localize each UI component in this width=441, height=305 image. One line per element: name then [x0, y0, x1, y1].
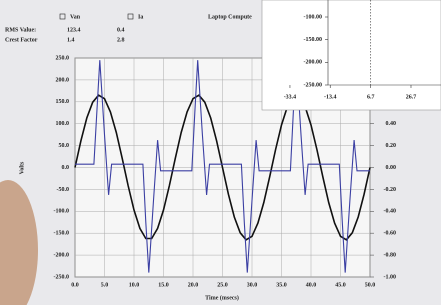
y-tick-label: -150.0 — [54, 231, 70, 237]
y2-tick-label: -0.80 — [384, 252, 397, 258]
chart-title: Laptop Compute — [208, 14, 252, 20]
inset-y-tick-label: -200.00 — [304, 60, 323, 66]
stat-value: 123.4 — [67, 27, 81, 33]
y-tick-label: 250.0 — [56, 55, 70, 61]
inset-x-tick-label: -33.4 — [284, 94, 297, 100]
x-tick-label: 15.0 — [158, 282, 169, 288]
x-tick-label: 10.0 — [129, 282, 140, 288]
inset-y-tick-label: -250.00 — [304, 82, 323, 88]
x-tick-label: 35.0 — [276, 282, 287, 288]
y2-tick-label: -0.40 — [384, 209, 397, 215]
x-tick-label: 20.0 — [188, 282, 199, 288]
legend-label: Ia — [138, 14, 143, 20]
y-tick-label: -100.0 — [54, 209, 70, 215]
inset-y-tick-label: -100.00 — [304, 14, 323, 20]
y2-tick-label: 0.00 — [386, 165, 397, 171]
y-tick-label: 0.0 — [62, 165, 70, 171]
x-axis-label: Time (msecs) — [205, 294, 239, 301]
y-tick-label: -250.0 — [54, 274, 70, 280]
stat-label: Crest Factor — [5, 37, 38, 43]
inset-x-tick-label: 6.7 — [367, 94, 375, 100]
stat-value: 1.4 — [67, 37, 75, 43]
inset-x-tick-label: 26.7 — [406, 94, 417, 100]
x-tick-label: 5.0 — [101, 282, 109, 288]
x-tick-label: 0.0 — [71, 282, 79, 288]
y-tick-label: 200.0 — [56, 77, 70, 83]
y-tick-label: 100.0 — [56, 121, 70, 127]
inset-y-tick-label: -150.00 — [304, 37, 323, 43]
y2-tick-label: 0.40 — [386, 121, 397, 127]
y-tick-label: -50.0 — [57, 187, 70, 193]
inset-x-tick-label: -13.4 — [324, 94, 337, 100]
stat-value: 0.4 — [117, 27, 125, 33]
y2-tick-label: -0.20 — [384, 187, 397, 193]
y-tick-label: 50.0 — [59, 143, 70, 149]
x-tick-label: 25.0 — [217, 282, 228, 288]
y-tick-label: 150.0 — [56, 99, 70, 105]
chart: Laptop Compute Volts Time (msecs) 250.0 2… — [0, 0, 441, 305]
stat-value: 2.8 — [117, 37, 125, 43]
x-tick-label: 45.0 — [335, 282, 346, 288]
x-tick-label: 30.0 — [247, 282, 258, 288]
legend-label: Van — [70, 14, 81, 20]
y2-tick-label: 0.20 — [386, 143, 397, 149]
x-tick-label: 50.0 — [365, 282, 376, 288]
y2-tick-label: -1.00 — [384, 274, 397, 280]
x-tick-label: 40.0 — [306, 282, 317, 288]
y-tick-label: -200.0 — [54, 252, 70, 258]
y-axis-label: Volts — [19, 161, 25, 174]
stat-label: RMS Value: — [5, 27, 36, 33]
y2-tick-label: -0.60 — [384, 231, 397, 237]
